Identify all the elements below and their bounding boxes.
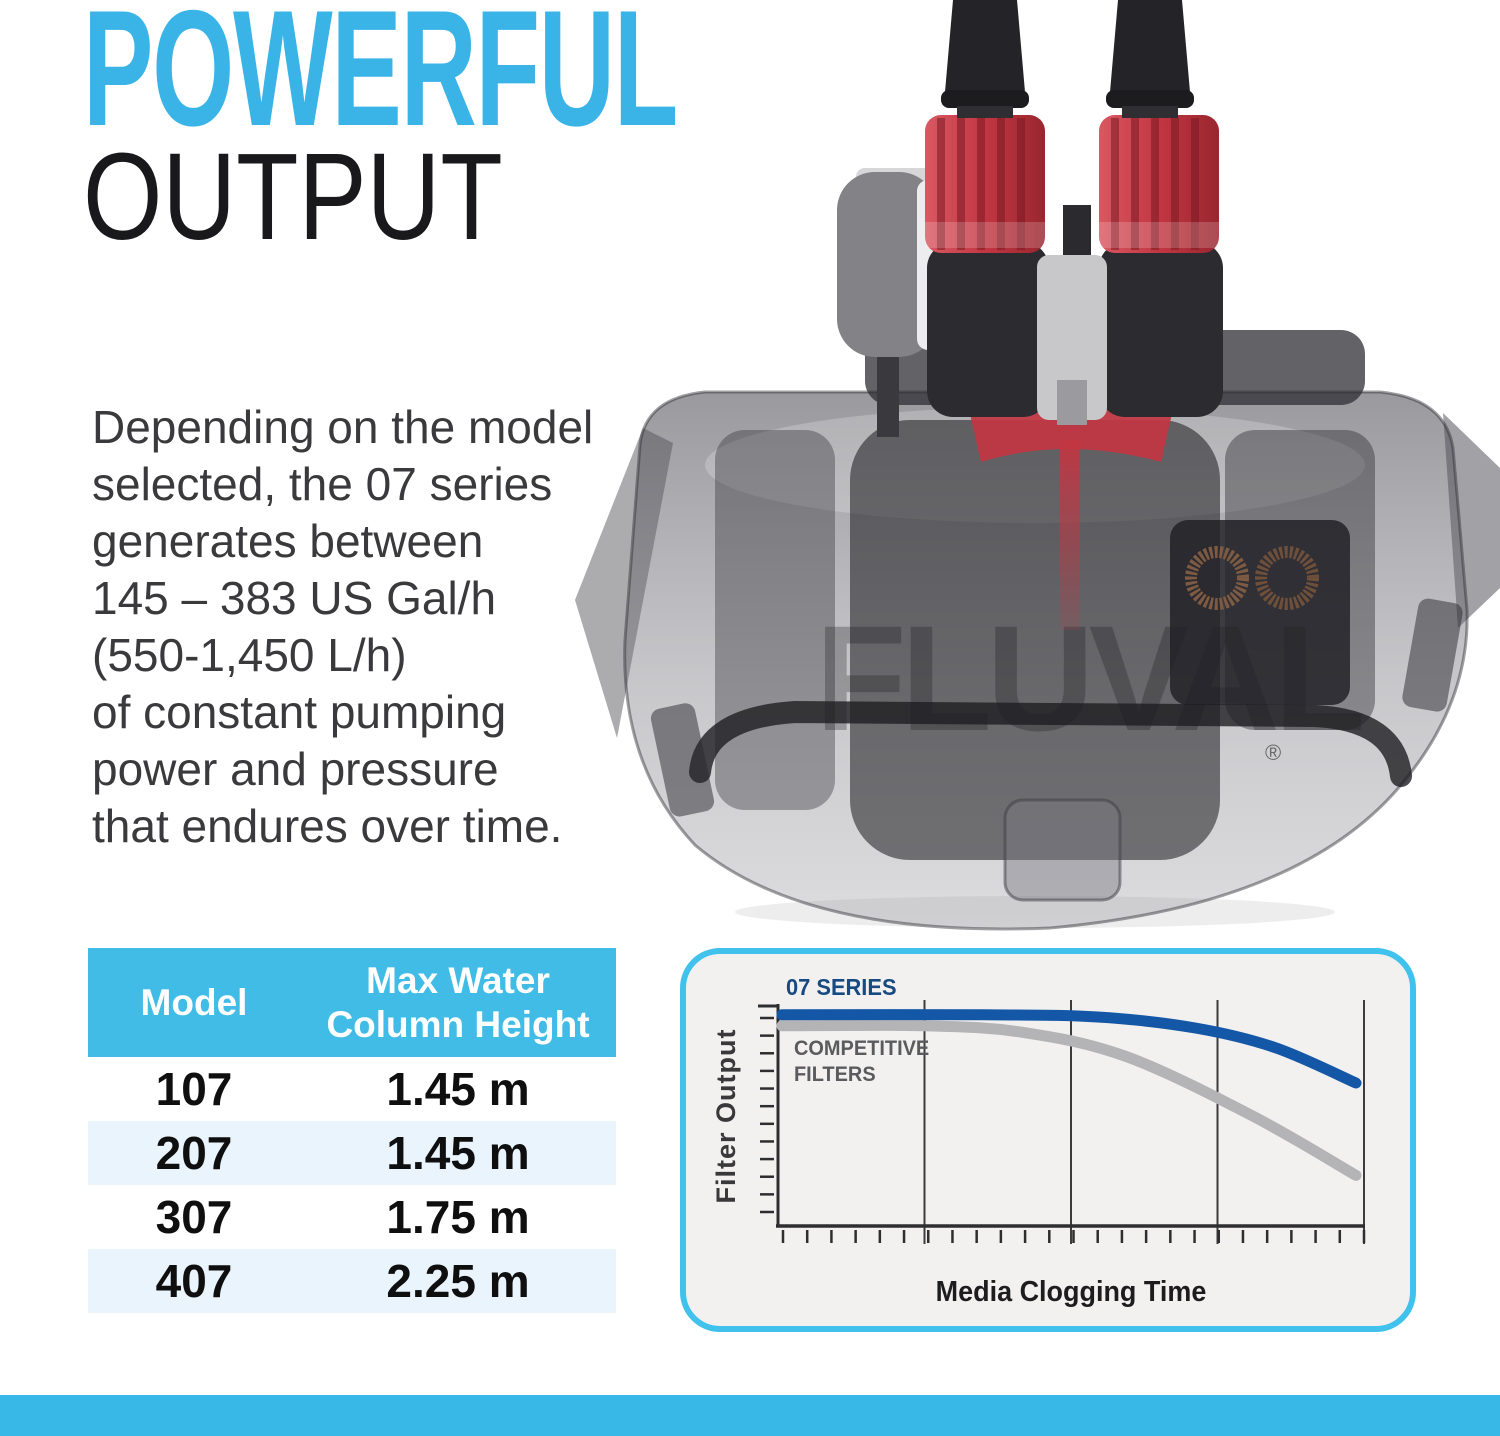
latch-clip-bottom — [1003, 798, 1122, 902]
description-paragraph: Depending on the model selected, the 07 … — [92, 401, 594, 852]
valve-clip — [1037, 255, 1107, 425]
svg-text:®: ® — [1265, 740, 1281, 765]
table-cell: 2.25 m — [386, 1255, 530, 1307]
product-photo: FLUVAL ® — [575, 0, 1500, 931]
table-cell: 1.45 m — [386, 1127, 530, 1179]
table-cell: 307 — [155, 1191, 233, 1243]
seal-ring — [689, 700, 1412, 787]
performance-chart-card: 07 SERIES COMPETITIVE FILTERS Filter Out… — [680, 948, 1416, 1332]
spec-table: Model Max Water Column Height 107 1.45 m… — [88, 948, 616, 1313]
table-header-cell: Max Water Column Height — [326, 959, 590, 1045]
legend-series-competitive: COMPETITIVE FILTERS — [794, 1037, 930, 1086]
headline-line2: OUTPUT — [83, 129, 503, 266]
hose-nozzle-right — [1106, 0, 1194, 118]
table-cell: 107 — [155, 1063, 233, 1115]
aquastop-collar-left — [925, 115, 1045, 253]
motor-assembly: ® — [1170, 520, 1350, 765]
table-row: 307 1.75 m — [88, 1185, 616, 1249]
footer-accent-bar — [0, 1395, 1500, 1436]
performance-chart — [758, 1000, 1366, 1244]
valve-body-left — [927, 242, 1049, 417]
table-cell: 407 — [155, 1255, 233, 1307]
table-row: 407 2.25 m — [88, 1249, 616, 1313]
y-axis-label: Filter Output — [711, 1028, 741, 1204]
aquastop-collar-right — [1099, 115, 1219, 253]
table-header-row: Model Max Water Column Height — [88, 948, 616, 1057]
latch-clip-right — [1402, 598, 1463, 712]
table-row: 207 1.45 m — [88, 1121, 616, 1185]
legend-series-07: 07 SERIES — [786, 974, 897, 1000]
table-row: 107 1.45 m — [88, 1057, 616, 1121]
table-cell: 207 — [155, 1127, 233, 1179]
inner-basket — [850, 420, 1220, 860]
table-header-cell: Model — [140, 981, 248, 1023]
hose-nozzle-left — [941, 0, 1029, 118]
x-axis-label: Media Clogging Time — [935, 1276, 1207, 1308]
latch-clip-left — [650, 703, 715, 817]
valve-body-right — [1099, 242, 1223, 417]
headline-line1: POWERFUL — [83, 0, 678, 160]
table-cell: 1.45 m — [386, 1063, 530, 1115]
table-cell: 1.75 m — [386, 1191, 530, 1243]
